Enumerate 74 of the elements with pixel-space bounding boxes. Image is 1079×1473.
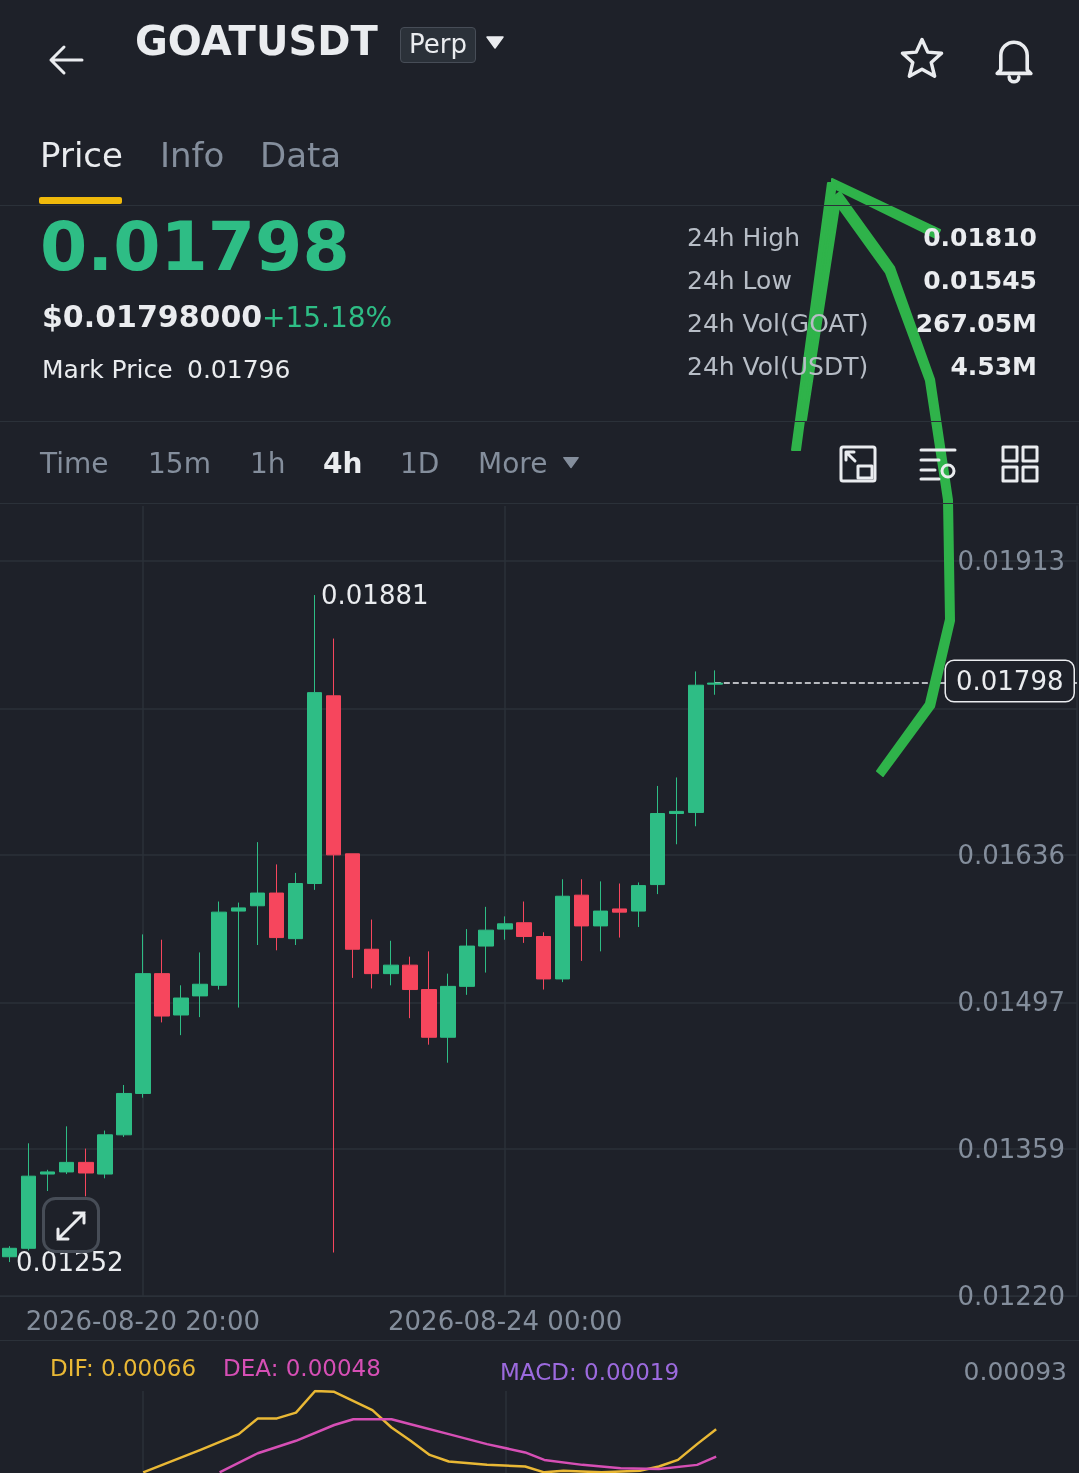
y-tick-label: 0.01497 (957, 987, 1065, 1018)
text: 0.01796 (187, 355, 291, 385)
candlestick (250, 841, 265, 946)
text: Info (160, 135, 225, 176)
candlestick (459, 928, 475, 996)
candlestick (59, 1125, 74, 1175)
candlestick (78, 1148, 94, 1197)
text: Perp (400, 27, 476, 63)
text: Time (40, 447, 109, 481)
candlestick (288, 872, 303, 946)
candlestick (536, 931, 551, 991)
text: 267.05M (915, 309, 1037, 339)
candlestick (631, 881, 646, 928)
text: DIF: 0.00066 (50, 1354, 197, 1381)
x-tick-label: 2026-08-24 00:00 (387, 1306, 623, 1336)
annotation: 0.01252 (16, 1247, 124, 1278)
candlestick (135, 933, 151, 1099)
candlestick (326, 638, 341, 1254)
text: 0.01545 (923, 266, 1037, 296)
text: 15m (148, 447, 211, 481)
y-tick-label: 0.01359 (957, 1133, 1065, 1164)
candlestick (192, 951, 208, 1018)
text: Price (40, 135, 123, 176)
text: MACD: 0.00019 (500, 1359, 680, 1385)
candlestick (574, 878, 589, 962)
candlestick (40, 1169, 55, 1192)
candlestick (173, 984, 189, 1036)
candlestick (269, 863, 284, 951)
candlestick (2, 1245, 17, 1263)
candlestick (707, 669, 723, 696)
series-label: DEA: 0.00048 (223, 1354, 381, 1381)
candlestick (21, 1142, 36, 1251)
text: +15.18% (262, 301, 393, 335)
candlestick (650, 785, 665, 895)
x-tick-label: 2026-08-20 20:00 (25, 1306, 261, 1336)
text: 1D (400, 447, 440, 481)
text: 24h High (687, 223, 801, 253)
text: $0.01798000 (42, 299, 263, 335)
text: More (478, 447, 548, 481)
candlestick (516, 901, 532, 944)
candlestick (612, 883, 627, 939)
candlestick (383, 940, 399, 986)
annotation: 0.01881 (321, 580, 429, 611)
candlestick (364, 919, 379, 989)
text: GOATUSDT (135, 18, 378, 64)
ref-line-label: 0.01798 (955, 666, 1064, 697)
y-tick-label: 0.01220 (957, 1281, 1065, 1311)
y-tick-label: 0.01636 (957, 839, 1065, 870)
candlestick (345, 853, 360, 979)
text: 4.53M (950, 352, 1037, 382)
text: Mark Price (42, 355, 173, 385)
candlestick (116, 1084, 132, 1138)
candlestick (231, 902, 246, 1009)
candlestick (555, 878, 570, 983)
candlestick (97, 1130, 113, 1179)
text: 0.01810 (923, 223, 1037, 253)
text: 4h (323, 447, 363, 481)
candlestick (440, 973, 456, 1064)
text: 0.01798 (40, 207, 350, 287)
text: 24h Low (687, 266, 792, 296)
text: 1h (250, 447, 286, 481)
candlestick (669, 776, 684, 845)
candlestick (211, 901, 227, 991)
candlestick (593, 880, 608, 952)
candlestick (478, 906, 494, 974)
candlestick (421, 950, 437, 1046)
candlestick (154, 939, 170, 1023)
candlestick (497, 915, 513, 941)
text: 0.00093 (963, 1357, 1067, 1386)
candlestick (688, 670, 704, 827)
y-tick-label: 0.01913 (957, 546, 1065, 577)
candlestick (402, 956, 418, 1019)
text: Data (260, 135, 342, 176)
candlestick (307, 594, 322, 891)
